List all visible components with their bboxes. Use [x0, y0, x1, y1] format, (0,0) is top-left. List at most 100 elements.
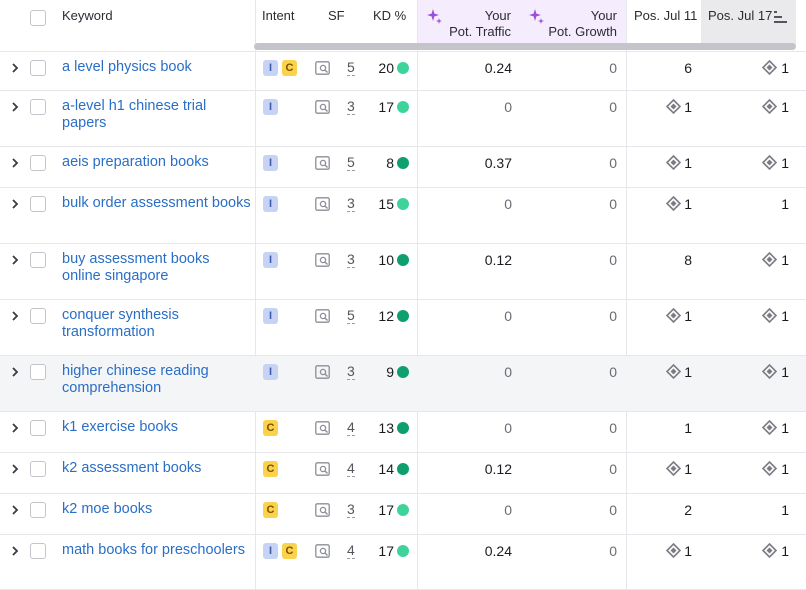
header-pos-jul17[interactable]: Pos. Jul 17 — [708, 8, 773, 23]
row-checkbox[interactable] — [30, 420, 46, 436]
serp-features-count[interactable]: 3 — [347, 195, 355, 212]
chevron-right-icon[interactable] — [10, 199, 20, 209]
serp-features-count[interactable]: 4 — [347, 419, 355, 436]
chevron-right-icon[interactable] — [10, 63, 20, 73]
pot-growth-value: 0 — [609, 543, 617, 559]
keyword-link[interactable]: buy assessment books online singapore — [62, 251, 210, 284]
serp-feature-icon — [666, 364, 681, 379]
serp-features-count[interactable]: 3 — [347, 98, 355, 115]
keyword-link[interactable]: conquer synthesis transformation — [62, 307, 179, 340]
row-checkbox[interactable] — [30, 196, 46, 212]
serp-features-count[interactable]: 5 — [347, 307, 355, 324]
serp-features-count[interactable]: 3 — [347, 501, 355, 518]
serp-snapshot-icon[interactable] — [315, 61, 330, 75]
chevron-right-icon[interactable] — [10, 158, 20, 168]
keyword-link[interactable]: bulk order assessment books — [62, 195, 251, 211]
keyword-link[interactable]: aeis preparation books — [62, 154, 209, 170]
pot-growth-value: 0 — [609, 196, 617, 212]
keyword-link[interactable]: k2 moe books — [62, 501, 153, 517]
header-intent[interactable]: Intent — [262, 8, 295, 23]
keyword-link[interactable]: k1 exercise books — [62, 419, 179, 435]
chevron-right-icon[interactable] — [10, 102, 20, 112]
header-pos-jul11[interactable]: Pos. Jul 11 — [634, 8, 698, 23]
keyword-link[interactable]: math books for preschoolers — [62, 542, 245, 558]
keyword-link[interactable]: a-level h1 chinese trial papers — [62, 98, 207, 131]
kd-difficulty-dot — [397, 101, 409, 113]
header-sf[interactable]: SF — [328, 8, 345, 23]
pot-traffic-value: 0 — [504, 308, 512, 324]
row-checkbox[interactable] — [30, 502, 46, 518]
chevron-right-icon[interactable] — [10, 464, 20, 474]
serp-snapshot-icon[interactable] — [315, 309, 330, 323]
row-checkbox[interactable] — [30, 461, 46, 477]
header-keyword[interactable]: Keyword — [62, 8, 113, 23]
column-divider — [255, 0, 256, 590]
sort-icon[interactable] — [774, 11, 788, 23]
chevron-right-icon[interactable] — [10, 546, 20, 556]
chevron-right-icon[interactable] — [10, 311, 20, 321]
keyword-link[interactable]: k2 assessment books — [62, 460, 202, 476]
row-checkbox[interactable] — [30, 543, 46, 559]
table-row: a-level h1 chinese trial papers I 3 17 0 0 1 1 — [0, 91, 806, 147]
position-jul11: 1 — [684, 308, 692, 324]
pot-traffic-value: 0.12 — [484, 461, 512, 477]
intent-informational-badge: I — [263, 196, 278, 212]
serp-feature-icon — [762, 60, 777, 75]
chevron-right-icon[interactable] — [10, 255, 20, 265]
serp-features-count[interactable]: 3 — [347, 251, 355, 268]
row-checkbox[interactable] — [30, 364, 46, 380]
position-jul11: 1 — [684, 196, 692, 212]
serp-features-count[interactable]: 5 — [347, 59, 355, 76]
kd-difficulty-dot — [397, 545, 409, 557]
kd-difficulty-dot — [397, 310, 409, 322]
serp-snapshot-icon[interactable] — [315, 253, 330, 267]
serp-features-count[interactable]: 4 — [347, 460, 355, 477]
intent-informational-badge: I — [263, 308, 278, 324]
pot-traffic-value: 0 — [504, 420, 512, 436]
keyword-link[interactable]: higher chinese reading comprehension — [62, 363, 209, 396]
serp-features-count[interactable]: 4 — [347, 542, 355, 559]
kd-difficulty-dot — [397, 366, 409, 378]
kd-value: 17 — [378, 543, 394, 559]
chevron-right-icon[interactable] — [10, 423, 20, 433]
intent-commercial-badge: C — [282, 543, 297, 559]
ai-sparkle-icon — [427, 9, 442, 24]
row-checkbox[interactable] — [30, 60, 46, 76]
row-checkbox[interactable] — [30, 308, 46, 324]
serp-snapshot-icon[interactable] — [315, 544, 330, 558]
select-all-checkbox[interactable] — [30, 10, 46, 26]
header-pot-growth[interactable]: Your Pot. Growth — [540, 8, 617, 40]
serp-snapshot-icon[interactable] — [315, 503, 330, 517]
row-checkbox[interactable] — [30, 99, 46, 115]
position-jul11: 6 — [684, 60, 692, 76]
row-checkbox[interactable] — [30, 155, 46, 171]
intent-commercial-badge: C — [263, 502, 278, 518]
serp-snapshot-icon[interactable] — [315, 197, 330, 211]
position-jul11: 8 — [684, 252, 692, 268]
serp-snapshot-icon[interactable] — [315, 462, 330, 476]
kd-difficulty-dot — [397, 463, 409, 475]
serp-features-count[interactable]: 3 — [347, 363, 355, 380]
serp-features-count[interactable]: 5 — [347, 154, 355, 171]
keyword-link[interactable]: a level physics book — [62, 59, 192, 75]
intent-informational-badge: I — [263, 543, 278, 559]
header-kd[interactable]: KD % — [373, 8, 407, 23]
serp-snapshot-icon[interactable] — [315, 156, 330, 170]
serp-snapshot-icon[interactable] — [315, 421, 330, 435]
serp-snapshot-icon[interactable] — [315, 100, 330, 114]
row-checkbox[interactable] — [30, 252, 46, 268]
chevron-right-icon[interactable] — [10, 505, 20, 515]
kd-value: 10 — [378, 252, 394, 268]
serp-feature-icon — [666, 99, 681, 114]
pot-growth-value: 0 — [609, 252, 617, 268]
pot-growth-value: 0 — [609, 461, 617, 477]
intent-commercial-badge: C — [282, 60, 297, 76]
header-pot-traffic[interactable]: Your Pot. Traffic — [440, 8, 511, 40]
serp-snapshot-icon[interactable] — [315, 365, 330, 379]
header-pot-traffic-line1: Your — [484, 8, 511, 23]
position-jul17: 1 — [781, 155, 789, 171]
horizontal-scrollbar[interactable] — [254, 43, 796, 50]
chevron-right-icon[interactable] — [10, 367, 20, 377]
kd-value: 17 — [378, 502, 394, 518]
kd-difficulty-dot — [397, 254, 409, 266]
